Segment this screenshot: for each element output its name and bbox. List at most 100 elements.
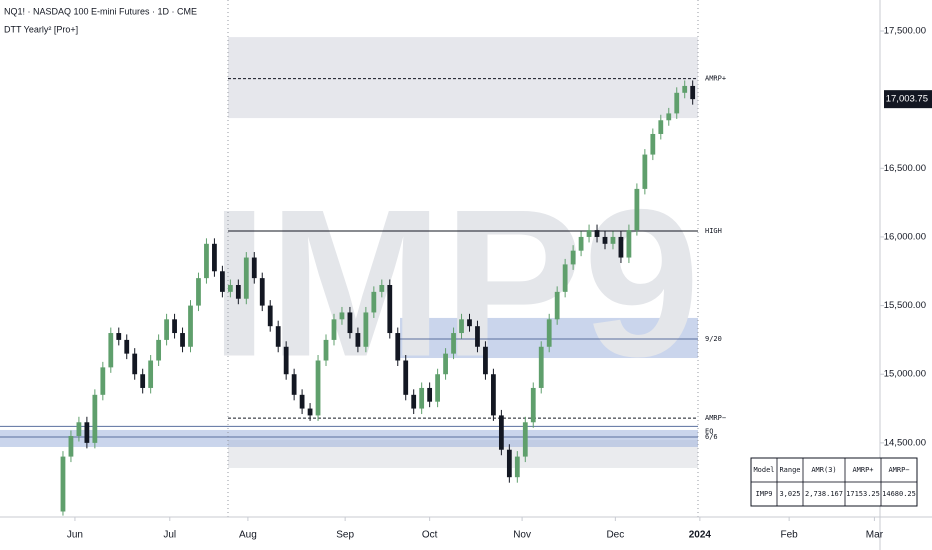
x-tick-label: Feb: [781, 530, 799, 541]
candle-body: [355, 333, 361, 347]
candle-body: [403, 360, 409, 395]
candle-body: [363, 312, 369, 347]
x-tick-label: Oct: [422, 530, 438, 541]
level-label: AMRP+: [705, 75, 726, 83]
candle-body: [124, 339, 130, 354]
info-table: Model Range AMR(3) AMRP+ AMRP− IMP9 3,025 2,738…: [750, 457, 918, 507]
candle-body: [506, 449, 512, 478]
symbol-title[interactable]: NQ1! · NASDAQ 100 E-mini Futures · 1D · …: [4, 6, 197, 16]
table-header: Model: [753, 466, 774, 474]
candle-body: [586, 230, 592, 237]
candle-body: [395, 333, 401, 361]
table-cell-text: 3,025: [779, 490, 800, 498]
candle-body: [570, 250, 576, 265]
candle-body: [674, 92, 680, 114]
candle-body: [498, 415, 504, 450]
candle-body: [307, 408, 313, 416]
candle-body: [546, 319, 552, 347]
candle-body: [132, 353, 138, 375]
candle-body: [212, 243, 217, 272]
last-price-label: 17,003.75: [886, 94, 928, 105]
plot: AMRP+ HIGH 9/20 AMRP− EQ6/6: [0, 0, 726, 517]
candle-body: [339, 312, 345, 320]
candle-body: [491, 374, 496, 416]
candle-body: [235, 284, 241, 299]
candle-body: [140, 374, 146, 388]
x-tick-label: Sep: [336, 530, 354, 541]
x-tick-label: Dec: [606, 530, 624, 541]
candle-body: [243, 257, 249, 299]
table-cell-text: 14680.25: [882, 490, 916, 498]
candle-body: [379, 284, 385, 292]
table-cell-text: IMP9: [756, 490, 773, 498]
table-cell-text: 2,738.167: [805, 490, 843, 498]
table-header: AMR(3): [811, 466, 836, 474]
candle-body: [690, 85, 696, 100]
candle-body: [172, 319, 177, 334]
candle-body: [204, 243, 209, 279]
last-price-box: [884, 90, 932, 109]
level-label: AMRP−: [705, 414, 726, 422]
candle-body: [618, 236, 624, 258]
candle-body: [283, 346, 289, 375]
table-header: AMRP+: [852, 466, 873, 474]
candle-body: [411, 394, 417, 409]
y-tick-label: 15,500.00: [884, 300, 926, 311]
level-label: 6/6: [705, 433, 718, 441]
candle-body: [76, 422, 82, 437]
candle-body: [634, 188, 640, 231]
candle-body: [164, 319, 169, 340]
candle-body: [227, 284, 233, 292]
candle-body: [188, 305, 193, 347]
candle-body: [530, 387, 536, 423]
candle-body: [658, 120, 664, 134]
table-cell: [880, 481, 918, 507]
candle-body: [459, 319, 464, 334]
x-tick-label: Jul: [163, 530, 176, 541]
candle-body: [331, 319, 337, 340]
candle-body: [116, 333, 122, 340]
candle-body: [467, 319, 472, 327]
candle-body: [267, 305, 273, 327]
candle-body: [554, 291, 560, 320]
y-tick-label: 16,500.00: [884, 163, 926, 174]
candle-body: [610, 236, 616, 244]
candle-body: [602, 236, 608, 244]
candle-body: [180, 333, 185, 347]
candle-body: [666, 113, 672, 121]
candle-body: [682, 85, 688, 93]
candle-body: [92, 394, 98, 443]
y-tick-label: 14,500.00: [884, 437, 926, 448]
indicator-title[interactable]: DTT Yearly² [Pro+]: [4, 24, 78, 34]
candle-body: [347, 312, 353, 334]
candle-body: [443, 353, 448, 375]
candle-body: [562, 264, 568, 292]
y-tick-label: 17,500.00: [884, 26, 926, 37]
candle-body: [148, 360, 154, 388]
candle-body: [84, 422, 90, 443]
candle-body: [315, 360, 321, 416]
candle-body: [419, 387, 425, 409]
candle-body: [475, 326, 480, 347]
candle-body: [275, 326, 281, 347]
candle-body: [68, 436, 74, 457]
x-tick-label: 2024: [689, 530, 712, 541]
candle-body: [299, 394, 305, 409]
x-tick-label: Aug: [239, 530, 257, 541]
candle-body: [522, 422, 528, 457]
x-tick-label: Mar: [866, 530, 884, 541]
candle-body: [483, 346, 488, 375]
candle-body: [387, 284, 393, 334]
level-label: 9/20: [705, 335, 722, 343]
table-cell-text: 17153.25: [846, 490, 880, 498]
level-label: EQ: [705, 427, 713, 435]
candle-body: [427, 387, 433, 402]
candle-body: [108, 333, 114, 368]
x-tick-label: Jun: [67, 530, 83, 541]
y-tick-label: 15,000.00: [884, 369, 926, 380]
candle-body: [371, 291, 377, 313]
table-header: Range: [779, 466, 800, 474]
level-label: HIGH: [705, 227, 722, 235]
candle-body: [220, 271, 225, 292]
